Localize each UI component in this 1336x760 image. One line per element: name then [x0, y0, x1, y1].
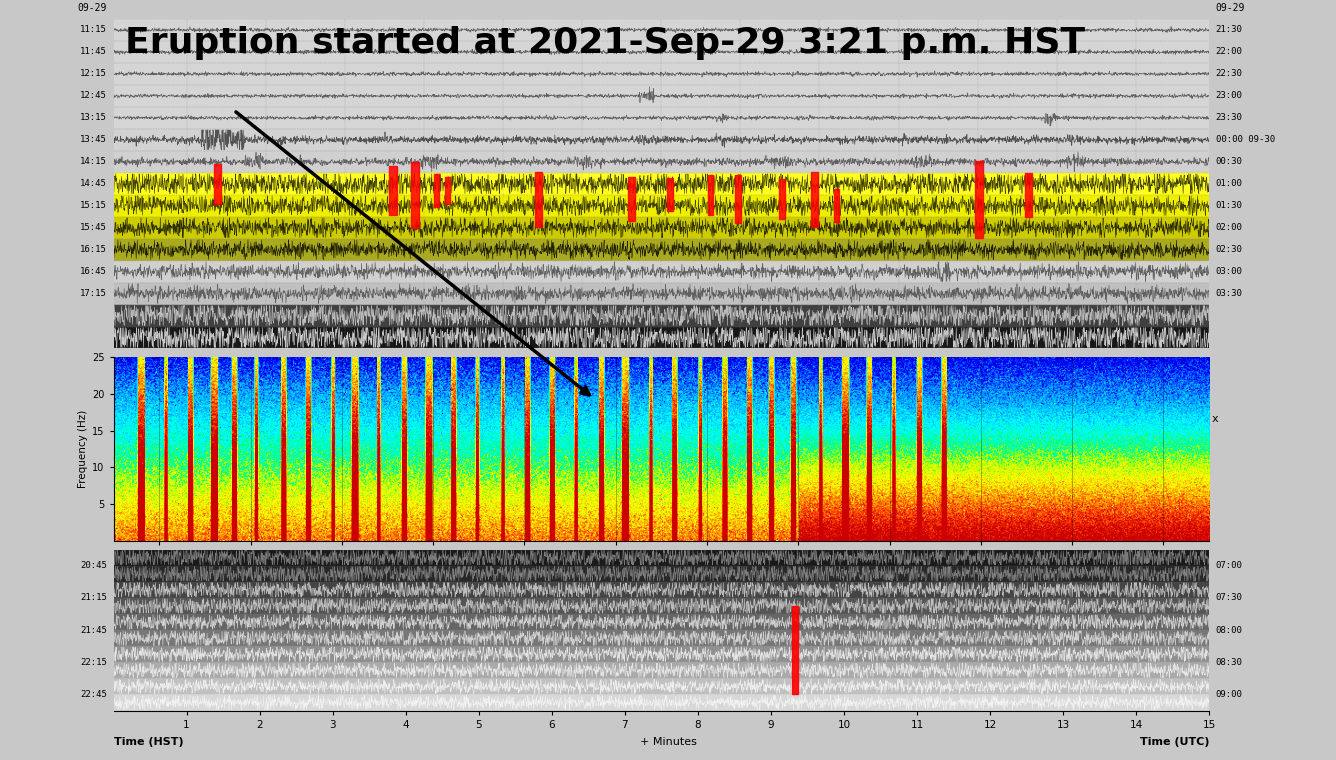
Text: 00:30: 00:30	[1216, 157, 1242, 166]
Bar	[708, 175, 713, 214]
Bar	[834, 189, 839, 222]
Text: 22:00: 22:00	[1216, 47, 1242, 56]
Bar	[114, 581, 1209, 598]
Bar	[114, 107, 1209, 129]
Text: 23:00: 23:00	[1216, 91, 1242, 100]
Text: 02:00: 02:00	[1216, 223, 1242, 233]
Bar	[114, 85, 1209, 107]
Bar	[536, 172, 542, 226]
Bar	[114, 41, 1209, 63]
Text: 09-29: 09-29	[77, 3, 107, 13]
Bar	[1025, 173, 1031, 217]
Bar	[114, 679, 1209, 695]
Bar	[114, 549, 1209, 565]
Bar	[975, 160, 983, 238]
Text: 17:15: 17:15	[80, 289, 107, 298]
Text: 09-29: 09-29	[1216, 3, 1245, 13]
Bar	[114, 646, 1209, 662]
Bar	[411, 162, 418, 228]
Bar	[434, 174, 440, 207]
Bar	[114, 305, 1209, 327]
Text: Time (UTC): Time (UTC)	[1140, 737, 1209, 747]
Y-axis label: Frequency (Hz): Frequency (Hz)	[77, 410, 88, 488]
Text: 16:15: 16:15	[80, 245, 107, 254]
Text: + Minutes: + Minutes	[640, 737, 696, 747]
Text: 12:15: 12:15	[80, 69, 107, 78]
Bar	[114, 598, 1209, 614]
Text: 01:30: 01:30	[1216, 201, 1242, 211]
Bar	[811, 172, 818, 226]
Bar	[114, 614, 1209, 630]
Bar	[114, 327, 1209, 349]
Text: 15:45: 15:45	[80, 223, 107, 233]
Text: 11:45: 11:45	[80, 47, 107, 56]
Text: 16:45: 16:45	[80, 267, 107, 276]
Text: 14:15: 14:15	[80, 157, 107, 166]
Text: 21:30: 21:30	[1216, 26, 1242, 34]
Text: 21:45: 21:45	[80, 625, 107, 635]
Text: Time (HST): Time (HST)	[114, 737, 183, 747]
Text: 15:15: 15:15	[80, 201, 107, 211]
Bar	[735, 175, 741, 223]
Text: 02:30: 02:30	[1216, 245, 1242, 254]
Bar	[389, 166, 397, 214]
Text: 22:30: 22:30	[1216, 69, 1242, 78]
Text: 11:15: 11:15	[80, 26, 107, 34]
Bar	[114, 129, 1209, 150]
Text: 12:45: 12:45	[80, 91, 107, 100]
Bar	[114, 695, 1209, 711]
Text: 09:00: 09:00	[1216, 690, 1242, 699]
Bar	[114, 565, 1209, 581]
Bar	[628, 177, 635, 221]
Text: 13:15: 13:15	[80, 113, 107, 122]
Bar	[114, 283, 1209, 305]
Text: 00:00 09-30: 00:00 09-30	[1216, 135, 1275, 144]
Bar	[114, 261, 1209, 283]
Bar	[779, 179, 784, 219]
Text: 13:45: 13:45	[80, 135, 107, 144]
Bar	[114, 630, 1209, 646]
Bar	[114, 217, 1209, 239]
Bar	[114, 63, 1209, 85]
Bar	[668, 179, 673, 211]
Bar	[792, 606, 799, 695]
Text: 08:30: 08:30	[1216, 657, 1242, 667]
Text: 01:00: 01:00	[1216, 179, 1242, 188]
Text: 22:45: 22:45	[80, 690, 107, 699]
Text: Eruption started at 2021-Sep-29 3:21 p.m. HST: Eruption started at 2021-Sep-29 3:21 p.m…	[124, 26, 1085, 59]
Text: 07:30: 07:30	[1216, 594, 1242, 603]
Text: 03:00: 03:00	[1216, 267, 1242, 276]
Bar	[114, 150, 1209, 173]
Text: x: x	[1212, 414, 1218, 424]
Text: 08:00: 08:00	[1216, 625, 1242, 635]
Bar	[114, 239, 1209, 261]
Text: 03:30: 03:30	[1216, 289, 1242, 298]
Bar	[445, 177, 450, 204]
Text: 07:00: 07:00	[1216, 561, 1242, 570]
Text: 21:15: 21:15	[80, 594, 107, 603]
Bar	[114, 173, 1209, 195]
Bar	[114, 19, 1209, 41]
Text: 22:15: 22:15	[80, 657, 107, 667]
Text: 23:30: 23:30	[1216, 113, 1242, 122]
Text: 14:45: 14:45	[80, 179, 107, 188]
Bar	[114, 662, 1209, 679]
Bar	[114, 195, 1209, 217]
Text: 20:45: 20:45	[80, 561, 107, 570]
Bar	[214, 164, 220, 204]
